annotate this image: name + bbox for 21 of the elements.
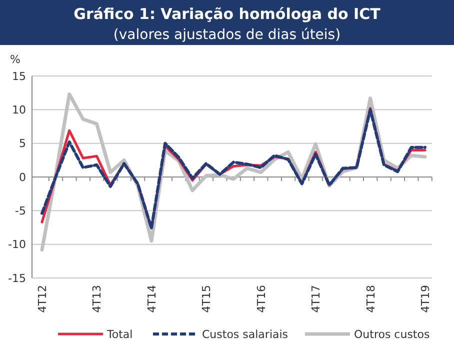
legend-label: Custos salariais bbox=[202, 328, 288, 341]
y-tick-label: 0 bbox=[19, 170, 26, 184]
y-tick-label: -10 bbox=[8, 238, 26, 252]
x-tick-label: 4T15 bbox=[200, 285, 214, 313]
x-tick-label: 4T17 bbox=[310, 285, 323, 313]
x-tick-label: 4T14 bbox=[145, 285, 158, 313]
x-tick-label: 4T12 bbox=[36, 285, 49, 313]
y-tick-label: 5 bbox=[19, 137, 26, 150]
legend-label: Total bbox=[106, 328, 133, 341]
chart-subtitle: (valores ajustados de dias úteis) bbox=[113, 27, 341, 43]
y-tick-label: -15 bbox=[8, 272, 26, 285]
y-tick-label: 15 bbox=[12, 70, 26, 83]
x-tick-label: 4T16 bbox=[254, 285, 268, 313]
x-tick-label: 4T19 bbox=[419, 285, 432, 313]
y-tick-label: -5 bbox=[15, 204, 26, 218]
chart-title: Gráfico 1: Variação homóloga do ICT bbox=[74, 5, 382, 23]
legend-label: Outros custos bbox=[354, 328, 430, 341]
y-axis-title: % bbox=[10, 53, 20, 66]
y-tick-label: 10 bbox=[12, 104, 26, 117]
x-tick-label: 4T13 bbox=[90, 285, 104, 313]
x-tick-label: 4T18 bbox=[364, 285, 378, 313]
